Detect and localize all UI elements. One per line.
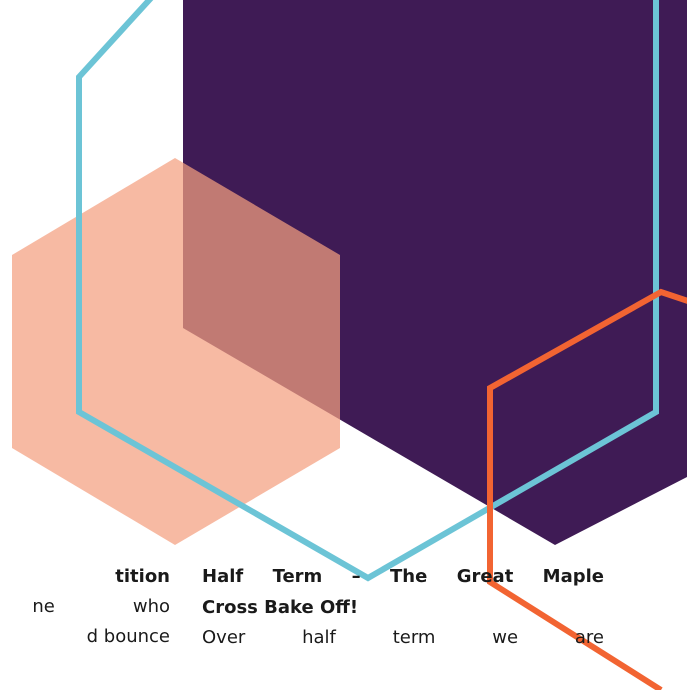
- article-heading-line-2: Cross Bake Off!: [202, 597, 359, 618]
- orange-hexagon-outline: [487, 288, 687, 690]
- article-heading-line-1: Half Term – The Great Maple: [202, 566, 604, 587]
- body-word: term: [392, 627, 436, 648]
- body-word: are: [574, 627, 604, 648]
- left-line1-word-b: who: [132, 596, 170, 617]
- left-column-article: tition ne who d bounce: [0, 561, 170, 652]
- right-column-article: Half Term – The Great Maple Cross Bake O…: [202, 561, 604, 653]
- purple-hexagon-shape: [183, 0, 687, 545]
- peach-hexagon-shape: [12, 158, 340, 545]
- left-line1-word-a: ne: [32, 596, 55, 617]
- left-article-line-1: ne who: [0, 592, 170, 622]
- left-article-line-2: d bounce: [86, 626, 170, 647]
- body-word: half: [302, 627, 336, 648]
- body-word: we: [492, 627, 519, 648]
- article-body-line-1: Over half term we are: [202, 623, 604, 653]
- blue-hexagon-outline: [76, 0, 659, 582]
- body-word: Over: [202, 627, 246, 648]
- left-article-heading: tition: [115, 566, 170, 587]
